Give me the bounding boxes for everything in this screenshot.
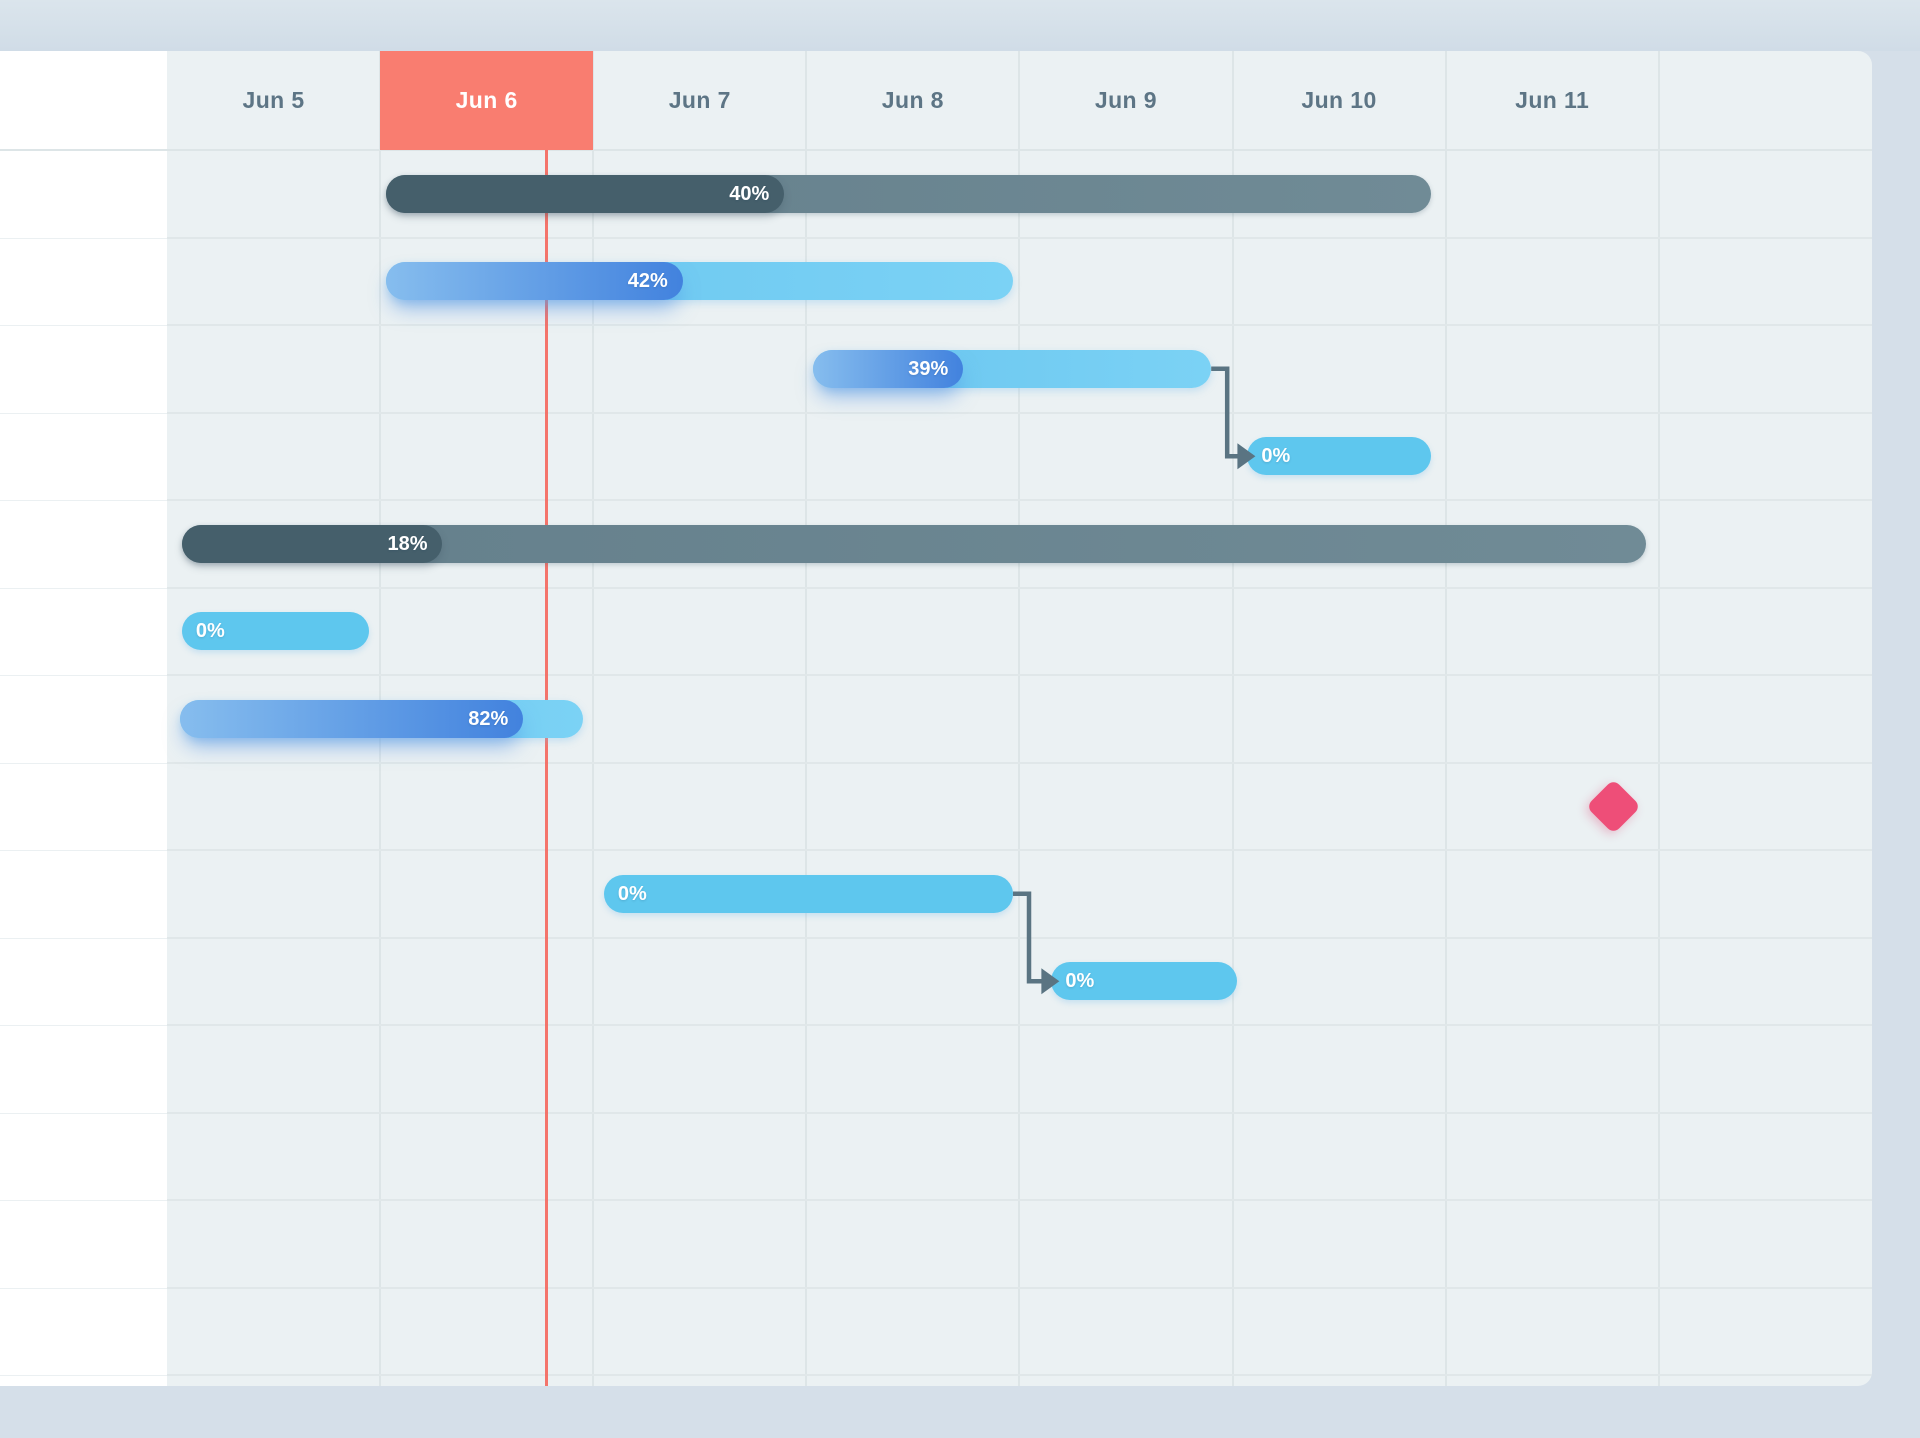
grid-line-horizontal: [167, 586, 1872, 589]
day-header-cell: Jun 7: [593, 51, 806, 150]
task-progress-label: 0%: [1261, 445, 1291, 468]
grid-line-horizontal: [167, 936, 1872, 939]
day-header-cell: Jun 8: [806, 51, 1019, 150]
day-header-label: Jun 8: [881, 87, 944, 113]
day-header-label: Jun 6: [455, 87, 518, 113]
task-bar[interactable]: 0%: [1051, 962, 1237, 1001]
header-bottom-line: [0, 149, 1872, 151]
grid-line-vertical: [1657, 51, 1660, 1386]
grid-line-horizontal: [167, 1111, 1872, 1114]
grid-line-horizontal: [167, 1286, 1872, 1289]
day-header-cell: Jun 11: [1446, 51, 1659, 150]
task-progress-label: 42%: [627, 270, 668, 293]
day-header-cell: Jun 9: [1019, 51, 1232, 150]
grid-line-horizontal-left: [0, 237, 167, 239]
grid-line-horizontal: [167, 674, 1872, 676]
day-header-label: Jun 9: [1094, 87, 1157, 113]
today-header-cell: Jun 6: [380, 51, 594, 150]
task-bar[interactable]: 0%: [1247, 437, 1431, 476]
day-header-label: Jun 7: [668, 87, 731, 113]
grid-line-horizontal: [167, 1199, 1872, 1201]
grid-line-horizontal-left: [0, 1287, 167, 1289]
grid-line-horizontal: [167, 236, 1872, 239]
grid-line-vertical: [805, 51, 808, 1386]
grid-line-horizontal-left: [0, 1025, 167, 1026]
milestone-diamond[interactable]: [1586, 778, 1642, 834]
task-bar[interactable]: 0%: [603, 874, 1013, 913]
grid-line-vertical: [1444, 51, 1447, 1386]
grid-line-horizontal-left: [0, 937, 167, 939]
grid-line-horizontal: [167, 411, 1872, 414]
task-bar[interactable]: 40%: [386, 174, 1431, 213]
day-header-cell: Jun 5: [167, 51, 380, 150]
grid-line-horizontal: [167, 499, 1872, 501]
grid-line-vertical: [592, 51, 595, 1386]
task-progress-label: 82%: [468, 707, 509, 730]
grid-line-horizontal-left: [0, 412, 167, 414]
grid-line-horizontal: [167, 761, 1872, 764]
now-line: [544, 150, 548, 1386]
grid-line-horizontal-left: [0, 1112, 167, 1114]
task-bar-fill: 40%: [386, 174, 785, 213]
day-header-label: Jun 10: [1301, 87, 1377, 113]
task-bar-fill: 18%: [181, 524, 443, 563]
grid-line-horizontal: [167, 1374, 1872, 1376]
task-progress-label: 18%: [387, 532, 428, 555]
grid-line-horizontal-left: [0, 1200, 167, 1201]
task-bar-fill: 39%: [812, 349, 964, 388]
task-bar-fill: 82%: [179, 699, 524, 738]
grid-line-horizontal-left: [0, 500, 167, 501]
task-bar-fill: 42%: [386, 262, 683, 301]
grid-line-horizontal: [167, 1024, 1872, 1026]
timeline-panel: Jun 5 Jun 6 Jun 7 Jun 8 Jun 9 Jun 10 Jun 11 40…: [0, 51, 1872, 1386]
top-strip: [0, 0, 1920, 51]
grid-line-vertical: [1018, 51, 1021, 1386]
grid-line-horizontal-left: [0, 762, 167, 764]
task-bar[interactable]: 82%: [179, 699, 583, 738]
grid-line-horizontal-left: [0, 850, 167, 851]
day-header-cell: Jun 10: [1233, 51, 1446, 150]
grid-line-horizontal: [167, 324, 1872, 326]
task-bar[interactable]: 18%: [181, 524, 1646, 563]
task-progress-label: 0%: [1065, 970, 1095, 993]
task-bar[interactable]: 0%: [181, 612, 370, 651]
task-bar[interactable]: 39%: [812, 349, 1212, 388]
grid-line-vertical: [1231, 51, 1234, 1386]
day-header-label: Jun 11: [1515, 87, 1590, 113]
task-bar[interactable]: 42%: [386, 262, 1013, 301]
task-progress-label: 0%: [195, 620, 225, 643]
grid-line-horizontal: [167, 849, 1872, 851]
grid-line-horizontal-left: [0, 587, 167, 589]
day-header-label: Jun 5: [242, 87, 305, 113]
task-progress-label: 40%: [729, 182, 770, 205]
task-progress-label: 39%: [908, 357, 949, 380]
grid-line-horizontal-left: [0, 675, 167, 676]
grid-line-horizontal-left: [0, 1375, 167, 1376]
task-list-column: [0, 51, 167, 1386]
day-header-cell: [1659, 51, 1872, 150]
task-progress-label: 0%: [617, 882, 647, 905]
grid-line-horizontal-left: [0, 325, 167, 326]
